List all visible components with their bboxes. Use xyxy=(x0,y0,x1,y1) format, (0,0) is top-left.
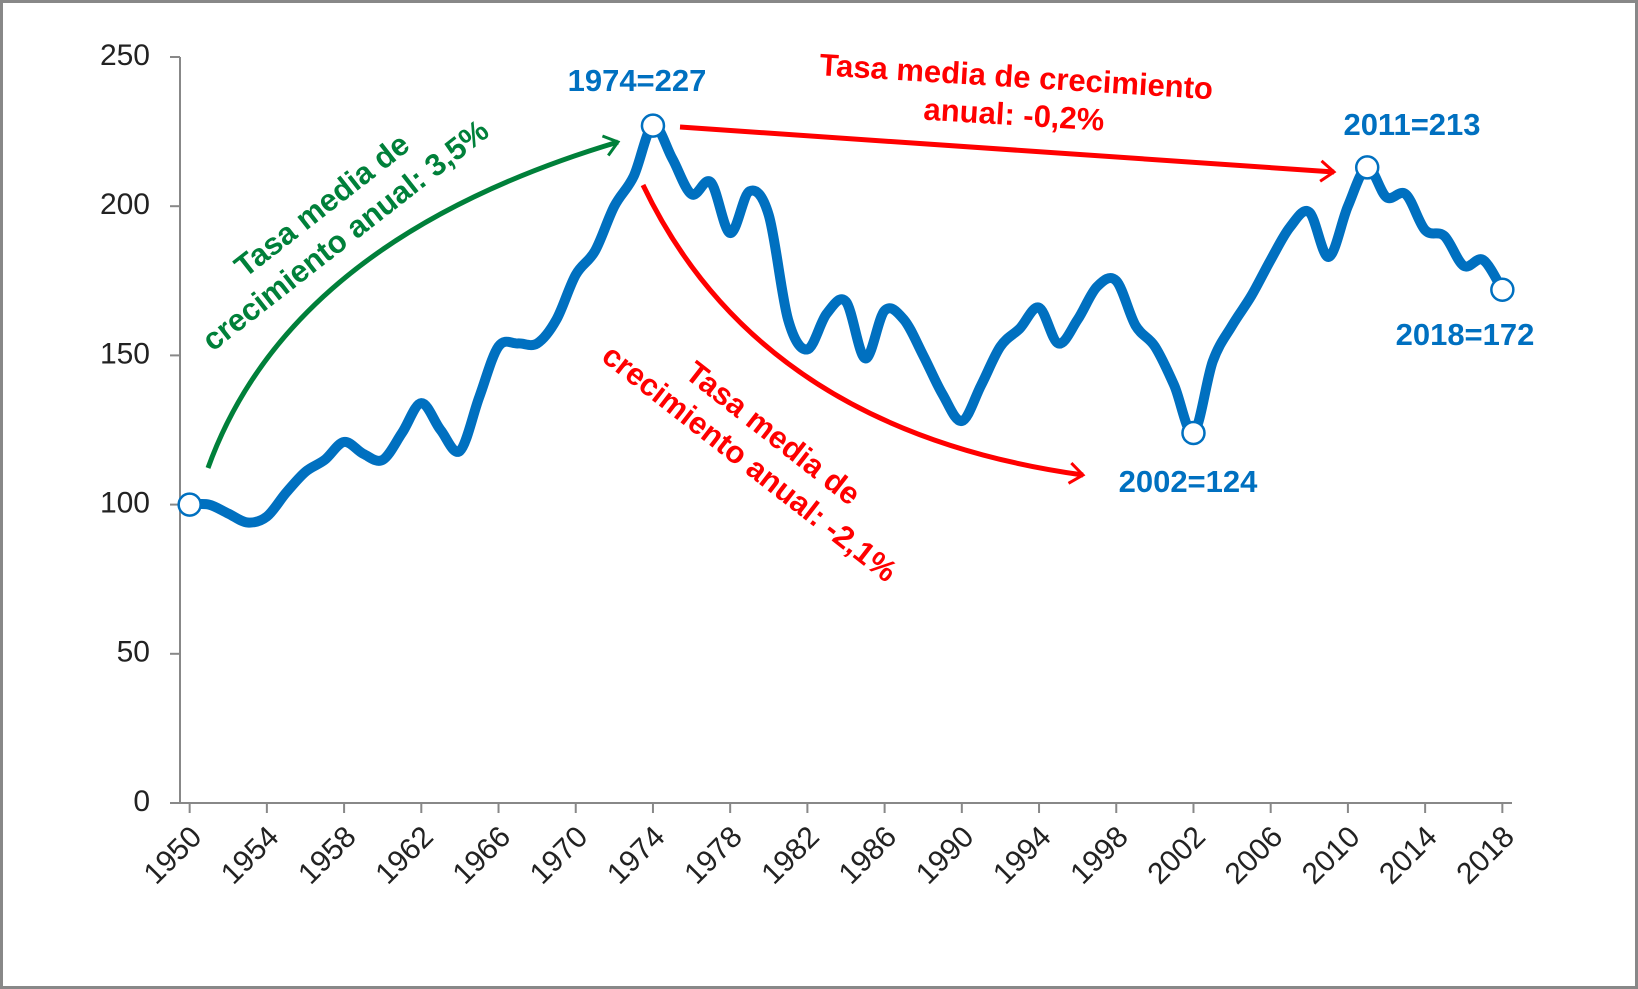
annotation-text: 2002=124 xyxy=(1119,464,1259,499)
arrow xyxy=(679,124,1337,183)
highlight-point xyxy=(640,113,666,138)
data-line xyxy=(189,120,1507,528)
y-tick-label: 0 xyxy=(133,785,150,818)
highlight-point xyxy=(1181,420,1206,446)
y-tick-label: 100 xyxy=(100,487,150,520)
y-tick-label: 250 xyxy=(100,39,150,72)
annotation-text: 1974=227 xyxy=(568,63,707,98)
arrow xyxy=(640,183,1086,485)
arrow xyxy=(205,134,621,469)
highlight-point xyxy=(1490,277,1515,303)
annotation-text: 2011=213 xyxy=(1343,107,1480,142)
annotation-text: 2018=172 xyxy=(1396,317,1535,352)
annotation: 2011=213 xyxy=(1343,107,1480,142)
annotation: 2002=124 xyxy=(1119,464,1259,499)
y-tick-label: 150 xyxy=(100,337,150,370)
highlight-point xyxy=(177,492,202,517)
annotation: 2018=172 xyxy=(1396,317,1535,352)
annotation: 1974=227 xyxy=(568,63,707,98)
highlight-point xyxy=(1354,155,1380,180)
y-tick-label: 200 xyxy=(100,188,150,221)
y-tick-label: 50 xyxy=(117,636,150,669)
